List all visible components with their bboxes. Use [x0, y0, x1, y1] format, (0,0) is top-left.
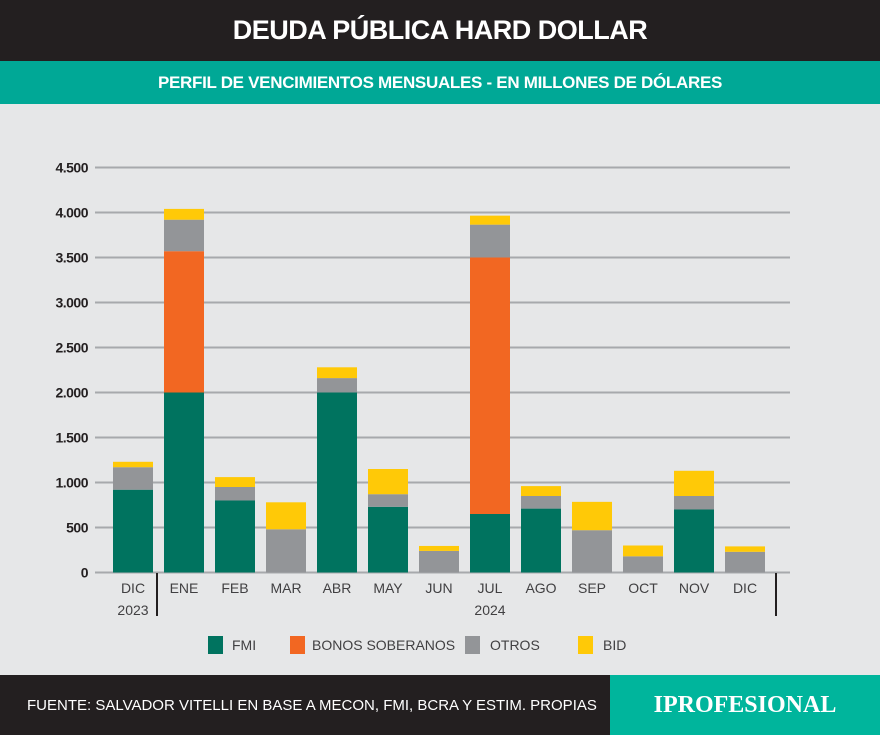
bar-segment-bid [266, 502, 306, 530]
x-tick-label: MAY [373, 580, 403, 596]
bar-segment-bid [572, 501, 612, 531]
bar-segment-otros [674, 496, 714, 510]
bar-segment-fmi [470, 514, 510, 573]
bar-segment-bid [419, 545, 459, 551]
legend-swatch-bonos-soberanos [290, 636, 305, 654]
bar-segment-fmi [215, 500, 255, 573]
x-tick-label: MAR [270, 580, 301, 596]
bar-segment-bid [215, 477, 255, 487]
bar-segment-fmi [674, 509, 714, 573]
bar-segment-bid [113, 461, 153, 468]
bar-segment-fmi [368, 506, 408, 573]
y-tick-label: 500 [66, 520, 89, 536]
bar-segment-otros [317, 378, 357, 393]
bar-segment-fmi [164, 392, 204, 573]
stacked-bar-chart: 0 500 1.000 1.500 2.000 2.500 3.000 3.500 4.000 4… [55, 160, 790, 654]
legend-label: BID [603, 637, 626, 653]
y-tick-label: 2.000 [55, 385, 88, 401]
bar-segment-fmi [113, 489, 153, 573]
bar-segment-bid [623, 545, 663, 557]
iprofesional-logo: IPROFESIONAL [610, 675, 880, 735]
legend-label: BONOS SOBERANOS [312, 637, 455, 653]
bar-segment-bonos-soberanos [164, 251, 204, 393]
y-tick-label: 2.500 [55, 340, 88, 356]
bar-segment-otros [572, 530, 612, 573]
x-tick-label: FEB [221, 580, 248, 596]
x-tick-label: ABR [323, 580, 352, 596]
year-label: 2024 [474, 602, 505, 618]
chart-area: 0 500 1.000 1.500 2.000 2.500 3.000 3.500 4.000 4… [0, 104, 880, 675]
bar-segment-bid [725, 546, 765, 552]
legend-swatch-bid [578, 636, 593, 654]
legend-swatch-otros [465, 636, 480, 654]
y-tick-label: 4.000 [55, 205, 88, 221]
bar-segment-otros [215, 487, 255, 501]
legend-label: FMI [232, 637, 256, 653]
bar-segment-otros [164, 219, 204, 252]
bar-segment-bid [521, 486, 561, 496]
bar-segment-otros [113, 467, 153, 490]
bar-segment-otros [725, 551, 765, 573]
bar-segment-otros [623, 556, 663, 573]
y-tick-label: 3.500 [55, 250, 88, 266]
bar-segment-otros [470, 224, 510, 258]
x-tick-label: ENE [170, 580, 199, 596]
x-tick-label: NOV [679, 580, 710, 596]
x-tick-label: OCT [628, 580, 658, 596]
bar-segment-bid [317, 367, 357, 379]
legend-swatch-fmi [208, 636, 223, 654]
bar-segment-bid [368, 469, 408, 495]
x-tick-label: AGO [525, 580, 556, 596]
bar-segment-bid [470, 215, 510, 225]
bar-segment-bid [674, 470, 714, 496]
bar-segment-otros [266, 529, 306, 573]
y-tick-label: 1.500 [55, 430, 88, 446]
bar-segment-otros [521, 496, 561, 509]
year-label: 2023 [117, 602, 148, 618]
legend-label: OTROS [490, 637, 540, 653]
bar-segment-bid [164, 208, 204, 220]
chart-subtitle: PERFIL DE VENCIMIENTOS MENSUALES - EN MI… [0, 61, 880, 104]
y-tick-label: 4.500 [55, 160, 88, 176]
bar-segment-fmi [317, 392, 357, 573]
y-tick-label: 3.000 [55, 295, 88, 311]
bar-segment-otros [419, 550, 459, 573]
x-tick-label: SEP [578, 580, 606, 596]
x-tick-label: JUN [425, 580, 452, 596]
chart-title: DEUDA PÚBLICA HARD DOLLAR [0, 0, 880, 61]
y-tick-label: 0 [81, 565, 89, 581]
x-tick-label: DIC [733, 580, 757, 596]
bar-segment-otros [368, 494, 408, 507]
x-tick-label: JUL [478, 580, 503, 596]
bar-segment-bonos-soberanos [470, 257, 510, 514]
x-tick-label: DIC [121, 580, 145, 596]
y-tick-label: 1.000 [55, 475, 88, 491]
source-note: FUENTE: SALVADOR VITELLI EN BASE A MECON… [0, 675, 610, 735]
bar-segment-fmi [521, 508, 561, 573]
